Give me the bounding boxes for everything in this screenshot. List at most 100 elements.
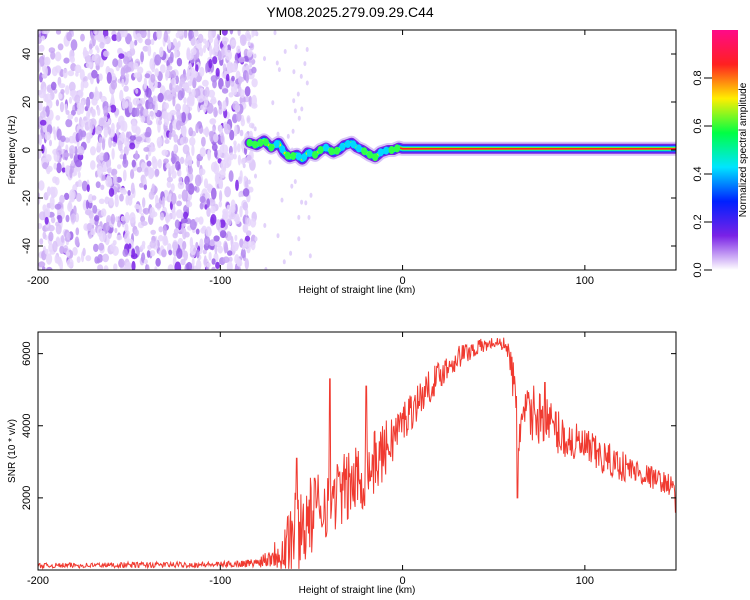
noise-blob bbox=[240, 158, 246, 165]
noise-blob bbox=[165, 68, 170, 79]
noise-blob bbox=[38, 30, 41, 35]
ridge-blob bbox=[361, 147, 368, 156]
ridge-blob bbox=[279, 145, 286, 154]
noise-blob bbox=[200, 227, 206, 234]
noise-blob bbox=[129, 135, 136, 141]
noise-blob bbox=[38, 61, 41, 73]
noise-blob bbox=[111, 148, 115, 160]
noise-blob bbox=[305, 80, 309, 86]
noise-blob bbox=[103, 50, 110, 57]
noise-blob bbox=[192, 77, 197, 89]
noise-blob bbox=[85, 255, 92, 262]
noise-blob bbox=[45, 207, 51, 219]
noise-blob bbox=[48, 231, 54, 242]
noise-blob bbox=[95, 126, 103, 135]
noise-blob bbox=[122, 158, 129, 168]
noise-blob bbox=[140, 51, 145, 63]
noise-blob bbox=[167, 56, 174, 64]
noise-blob bbox=[48, 224, 55, 232]
noise-blob bbox=[206, 183, 213, 191]
noise-blob bbox=[247, 179, 251, 185]
noise-blob bbox=[89, 91, 94, 100]
noise-blob bbox=[213, 37, 219, 49]
noise-blob bbox=[123, 56, 130, 65]
noise-blob bbox=[53, 162, 57, 170]
colorbar: 0.0 0.2 0.4 0.6 0.8 Normalized spectral ampl… bbox=[692, 30, 749, 278]
noise-blob bbox=[74, 116, 79, 123]
noise-blob bbox=[161, 249, 167, 258]
noise-blob bbox=[166, 176, 173, 183]
spectrogram-y-tick-label: 40 bbox=[21, 48, 33, 60]
noise-blob bbox=[137, 66, 144, 74]
snr-y-tick-label: 4000 bbox=[21, 414, 33, 438]
noise-blob bbox=[145, 87, 152, 98]
noise-blob bbox=[232, 153, 237, 160]
noise-blob bbox=[38, 101, 43, 112]
snr-y-tick-label: 2000 bbox=[21, 486, 33, 510]
noise-blob bbox=[244, 235, 251, 242]
noise-blob bbox=[74, 94, 81, 104]
noise-blob bbox=[127, 190, 131, 196]
noise-blob bbox=[135, 88, 139, 94]
noise-blob bbox=[185, 201, 193, 208]
noise-blob bbox=[263, 223, 267, 228]
noise-blob bbox=[50, 186, 58, 198]
noise-blob bbox=[55, 99, 60, 107]
noise-blob bbox=[202, 79, 209, 87]
noise-blob bbox=[39, 111, 46, 119]
noise-blob bbox=[72, 246, 78, 256]
noise-blob bbox=[193, 30, 199, 37]
ridge-blob bbox=[323, 143, 329, 152]
noise-blob bbox=[204, 40, 210, 49]
noise-blob bbox=[297, 236, 301, 242]
noise-blob bbox=[142, 108, 149, 117]
noise-blob bbox=[146, 136, 151, 144]
noise-blob bbox=[299, 73, 303, 79]
ridge-blob bbox=[377, 148, 384, 157]
noise-blob bbox=[149, 110, 154, 117]
noise-blob bbox=[182, 240, 187, 250]
snr-x-ticks: -200 -100 0 100 bbox=[27, 332, 594, 587]
noise-blob bbox=[107, 126, 112, 135]
spectrogram-y-tick-label: 0 bbox=[21, 147, 33, 153]
noise-blob bbox=[172, 38, 177, 46]
noise-blob bbox=[38, 261, 46, 268]
noise-blob bbox=[293, 108, 297, 114]
noise-blob bbox=[282, 259, 286, 265]
noise-blob bbox=[105, 175, 113, 188]
noise-blob bbox=[43, 66, 48, 77]
noise-blob bbox=[227, 218, 232, 226]
noise-blob bbox=[96, 258, 101, 264]
noise-blob bbox=[170, 183, 175, 192]
noise-blob bbox=[116, 31, 122, 43]
noise-blob bbox=[224, 242, 228, 254]
noise-blob bbox=[146, 160, 152, 167]
noise-blob bbox=[292, 69, 296, 75]
noise-blob bbox=[161, 149, 169, 156]
noise-blob bbox=[143, 147, 150, 152]
noise-blob bbox=[93, 30, 97, 35]
noise-blob bbox=[63, 192, 70, 200]
noise-blob bbox=[140, 244, 146, 250]
ridge-blob bbox=[306, 149, 313, 157]
noise-blob bbox=[86, 184, 90, 193]
noise-blob bbox=[119, 89, 124, 102]
ridge-blob bbox=[383, 146, 390, 155]
noise-blob bbox=[156, 136, 163, 147]
noise-blob bbox=[105, 221, 110, 232]
noise-blob bbox=[289, 250, 293, 256]
noise-blob bbox=[170, 156, 177, 163]
snr-y-ticks: 2000 4000 6000 bbox=[21, 341, 676, 510]
noise-blob bbox=[43, 30, 50, 35]
noise-blob bbox=[238, 56, 246, 63]
noise-blob bbox=[68, 81, 76, 92]
noise-blob bbox=[175, 120, 182, 131]
noise-blob bbox=[117, 164, 122, 170]
noise-blob bbox=[108, 187, 115, 197]
noise-blob bbox=[217, 245, 223, 254]
noise-blob bbox=[134, 203, 141, 210]
noise-blob bbox=[98, 117, 106, 127]
noise-blob bbox=[225, 49, 232, 61]
noise-blob bbox=[214, 148, 218, 158]
noise-blob bbox=[176, 200, 183, 207]
